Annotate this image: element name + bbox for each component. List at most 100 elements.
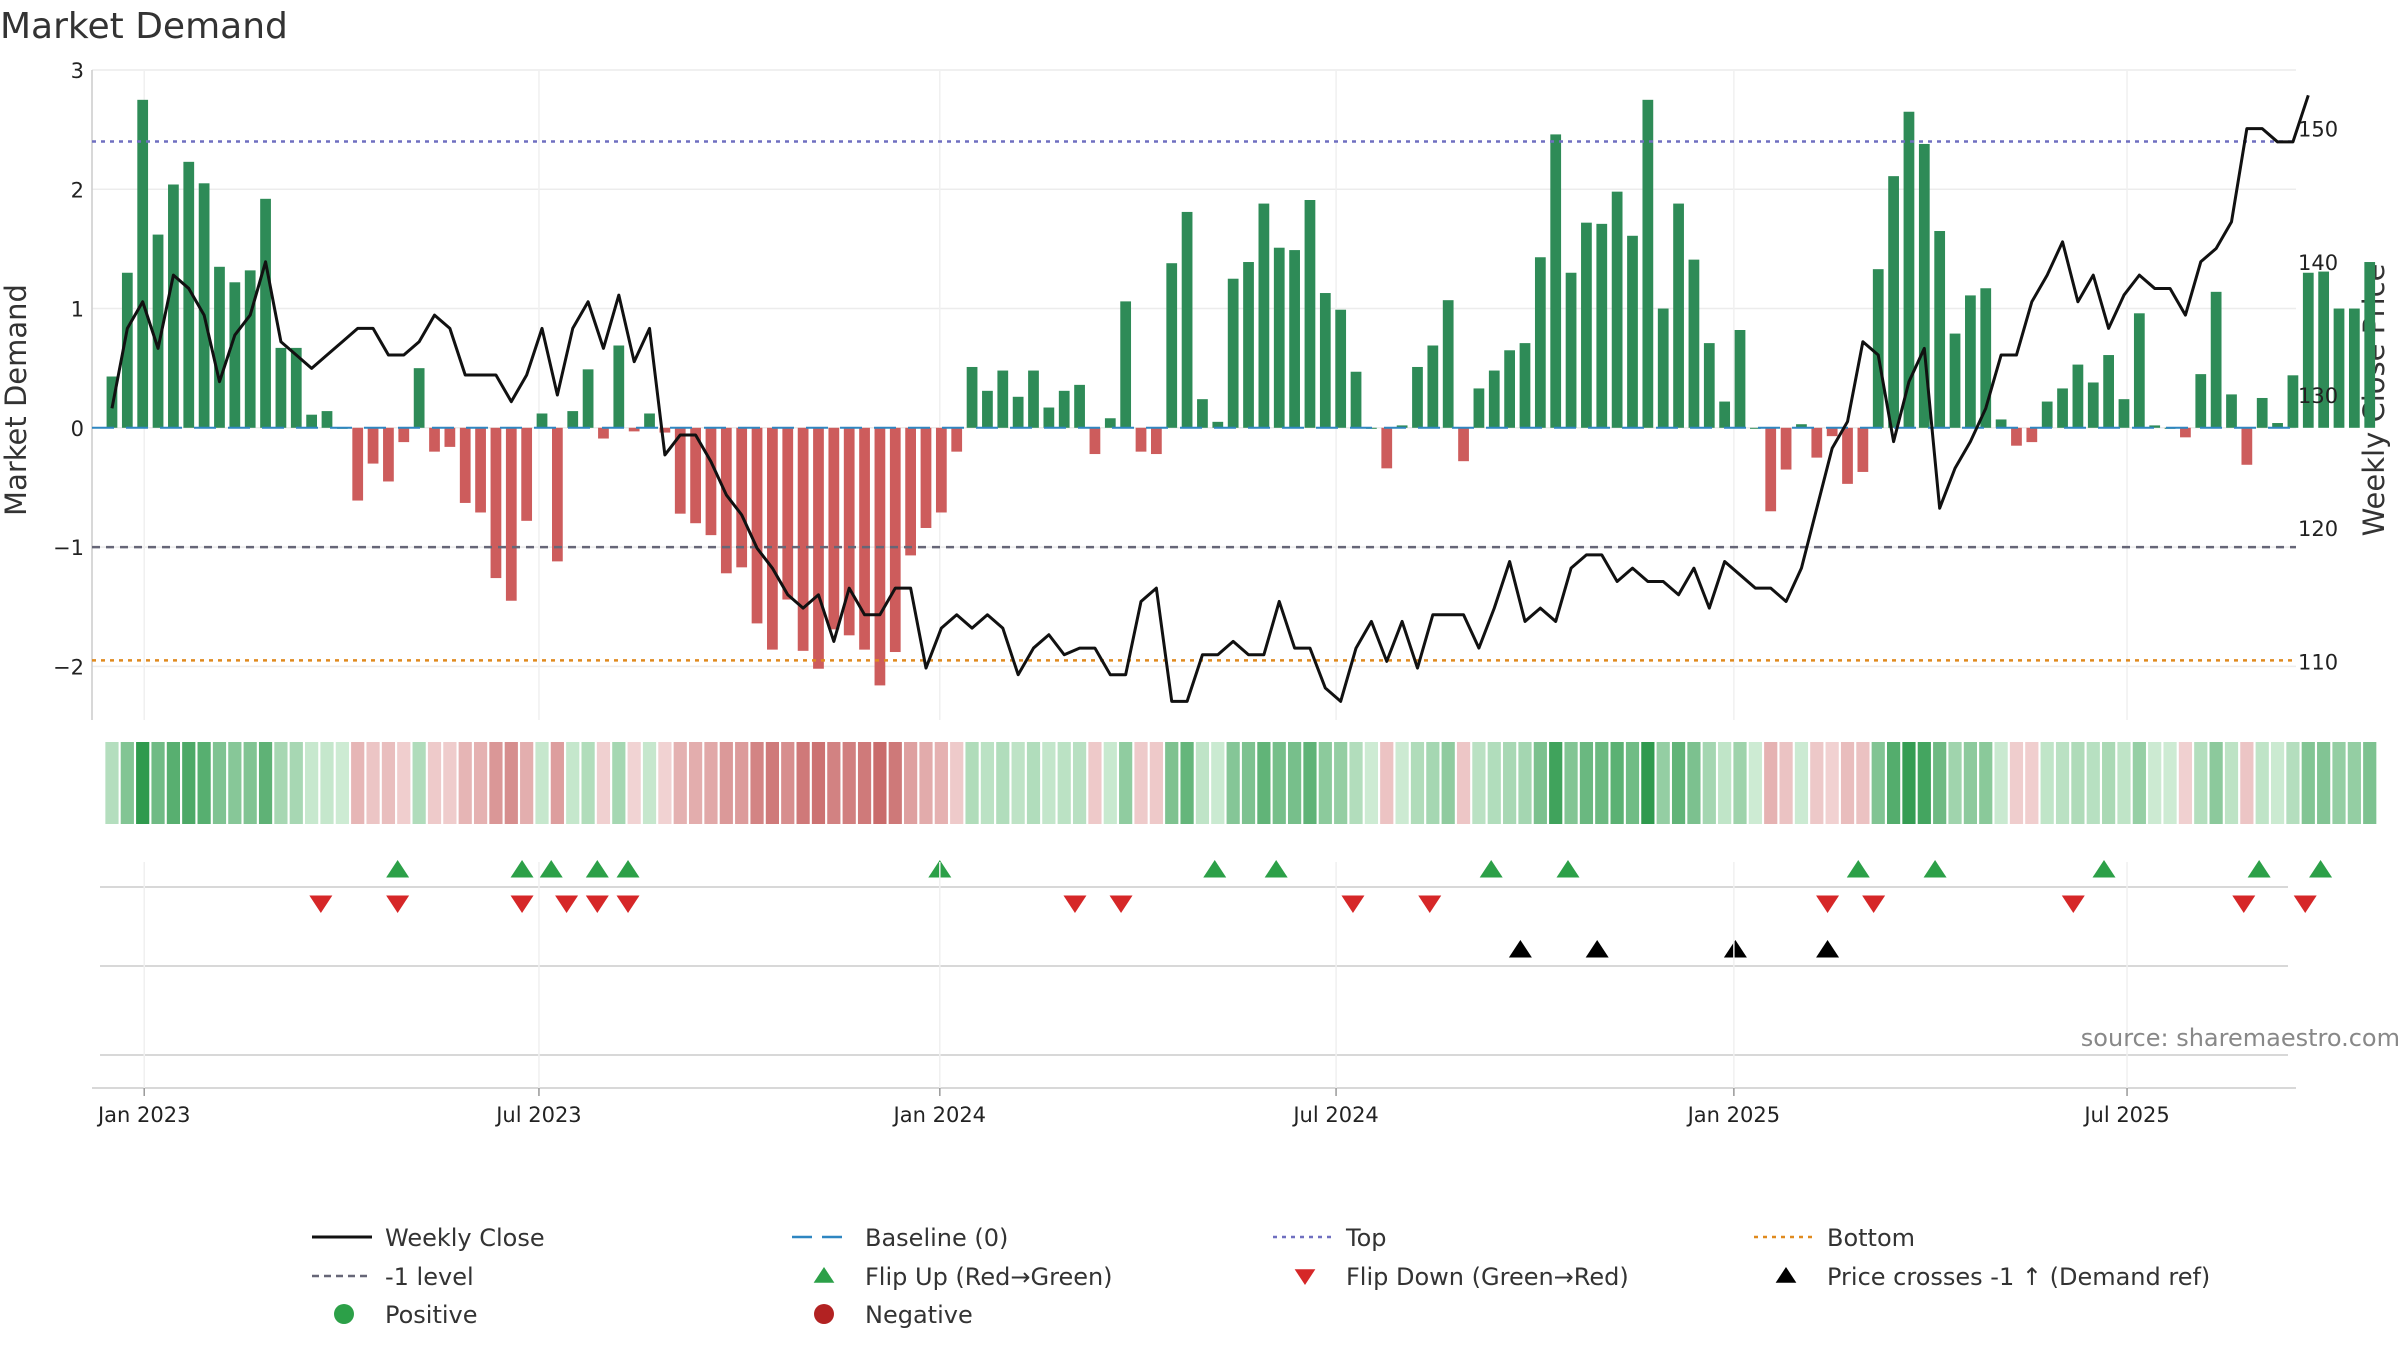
legend-label: Flip Up (Red→Green) — [865, 1263, 1113, 1291]
heat-cell — [1948, 742, 1962, 824]
x-tick-label: Jan 2025 — [1686, 1103, 1781, 1127]
demand-bar — [1534, 257, 1546, 428]
legend-swatch — [334, 1304, 354, 1324]
heat-cell — [2163, 742, 2177, 824]
legend-label: Baseline (0) — [865, 1224, 1008, 1252]
heat-cell — [1886, 742, 1901, 824]
flip-up-marker — [2309, 860, 2333, 878]
heat-cell — [1979, 742, 1993, 824]
demand-bar — [198, 183, 210, 428]
heat-cell — [1579, 742, 1594, 824]
heat-cell — [2086, 742, 2100, 824]
price-cross-marker — [1508, 940, 1532, 958]
demand-bar — [1565, 272, 1577, 428]
demand-bar — [1627, 235, 1638, 428]
left-tick-label: 0 — [71, 417, 84, 441]
legend-item: Bottom — [1754, 1224, 1915, 1252]
heat-cell — [212, 742, 227, 824]
demand-bar — [444, 427, 456, 447]
demand-bar — [2272, 423, 2283, 428]
heat-cell — [1656, 742, 1670, 824]
demand-bar — [2195, 374, 2207, 428]
heat-cell — [1671, 742, 1686, 824]
right-axis-ticks: 150 140 130 120 110 — [2298, 118, 2338, 675]
heat-cell — [1764, 742, 1778, 824]
flip-up-marker — [539, 860, 563, 878]
heat-cell — [888, 742, 902, 824]
heat-cell — [366, 742, 380, 824]
demand-bar — [2011, 427, 2022, 446]
heat-cell — [1380, 742, 1394, 824]
heat-cell — [1856, 742, 1870, 824]
demand-bar — [121, 272, 133, 428]
heat-cell — [1241, 742, 1256, 824]
demand-bar — [2364, 262, 2376, 428]
heat-cell — [1748, 742, 1762, 824]
left-tick-label: −1 — [53, 536, 84, 560]
heat-cell — [274, 742, 288, 824]
demand-bar — [1151, 427, 1162, 455]
heat-cell — [1610, 742, 1624, 824]
x-axis-ticks: Jan 2023 Jul 2023 Jan 2024 Jul 2024 Jan 2025… — [92, 862, 2296, 1127]
heat-cell — [320, 742, 334, 824]
demand-bar — [1703, 343, 1715, 428]
demand-bar — [367, 427, 379, 464]
heat-cell — [1011, 742, 1025, 824]
x-tick-label: Jul 2024 — [1291, 1103, 1378, 1127]
demand-bar — [1980, 288, 1992, 428]
demand-bar — [2041, 401, 2053, 428]
heat-cell — [2009, 742, 2024, 824]
heat-cell — [689, 742, 703, 824]
flip-down-marker — [585, 895, 609, 913]
demand-bar — [1519, 343, 1531, 428]
heat-cell — [596, 742, 611, 824]
heat-cell — [2270, 742, 2285, 824]
heat-cell — [2117, 742, 2131, 824]
heat-cell — [1088, 742, 1102, 824]
demand-bar — [859, 427, 870, 650]
demand-bar — [2072, 364, 2084, 428]
demand-bar — [2318, 271, 2330, 428]
demand-bar — [1857, 427, 1869, 472]
price-cross-markers-row — [100, 940, 2288, 967]
heat-cell — [996, 742, 1010, 824]
heat-cell — [412, 742, 426, 824]
heat-cell — [1195, 742, 1210, 824]
heat-cell — [427, 742, 442, 824]
demand-bar — [2226, 394, 2237, 428]
heat-cell — [1487, 742, 1501, 824]
demand-bar — [1166, 263, 1178, 428]
demand-bar — [306, 414, 318, 428]
flip-down-marker — [555, 895, 579, 913]
flip-down-marker — [1816, 895, 1840, 913]
heat-cell — [1994, 742, 2008, 824]
demand-bar — [951, 427, 963, 452]
legend-label: Price crosses -1 ↑ (Demand ref) — [1827, 1263, 2210, 1291]
demand-bar — [1657, 308, 1669, 428]
demand-bar — [1473, 388, 1485, 428]
left-tick-label: 1 — [71, 298, 84, 322]
demand-bar — [1642, 99, 1654, 428]
heat-cell — [1395, 742, 1409, 824]
demand-bar — [1058, 390, 1070, 428]
reference-lines — [92, 140, 2296, 662]
heat-cell — [1057, 742, 1071, 824]
heat-cell — [1733, 742, 1747, 824]
heat-cell — [473, 742, 488, 824]
heat-cell — [1702, 742, 1716, 824]
heat-cell — [1026, 742, 1041, 824]
heat-cell — [1625, 742, 1640, 824]
demand-bar — [429, 427, 440, 452]
flip-up-marker — [616, 860, 640, 878]
demand-bar — [244, 270, 256, 428]
demand-bar — [782, 427, 794, 600]
demand-bar — [1995, 419, 2007, 428]
left-tick-label: −2 — [53, 655, 84, 679]
demand-bar — [1596, 223, 1608, 428]
demand-bar — [1289, 250, 1300, 428]
heat-cell — [1364, 742, 1378, 824]
demand-bar — [1872, 269, 1884, 428]
legend-item: Top — [1273, 1224, 1387, 1252]
heat-cell — [120, 742, 134, 824]
x-tick-label: Jan 2024 — [892, 1103, 987, 1127]
